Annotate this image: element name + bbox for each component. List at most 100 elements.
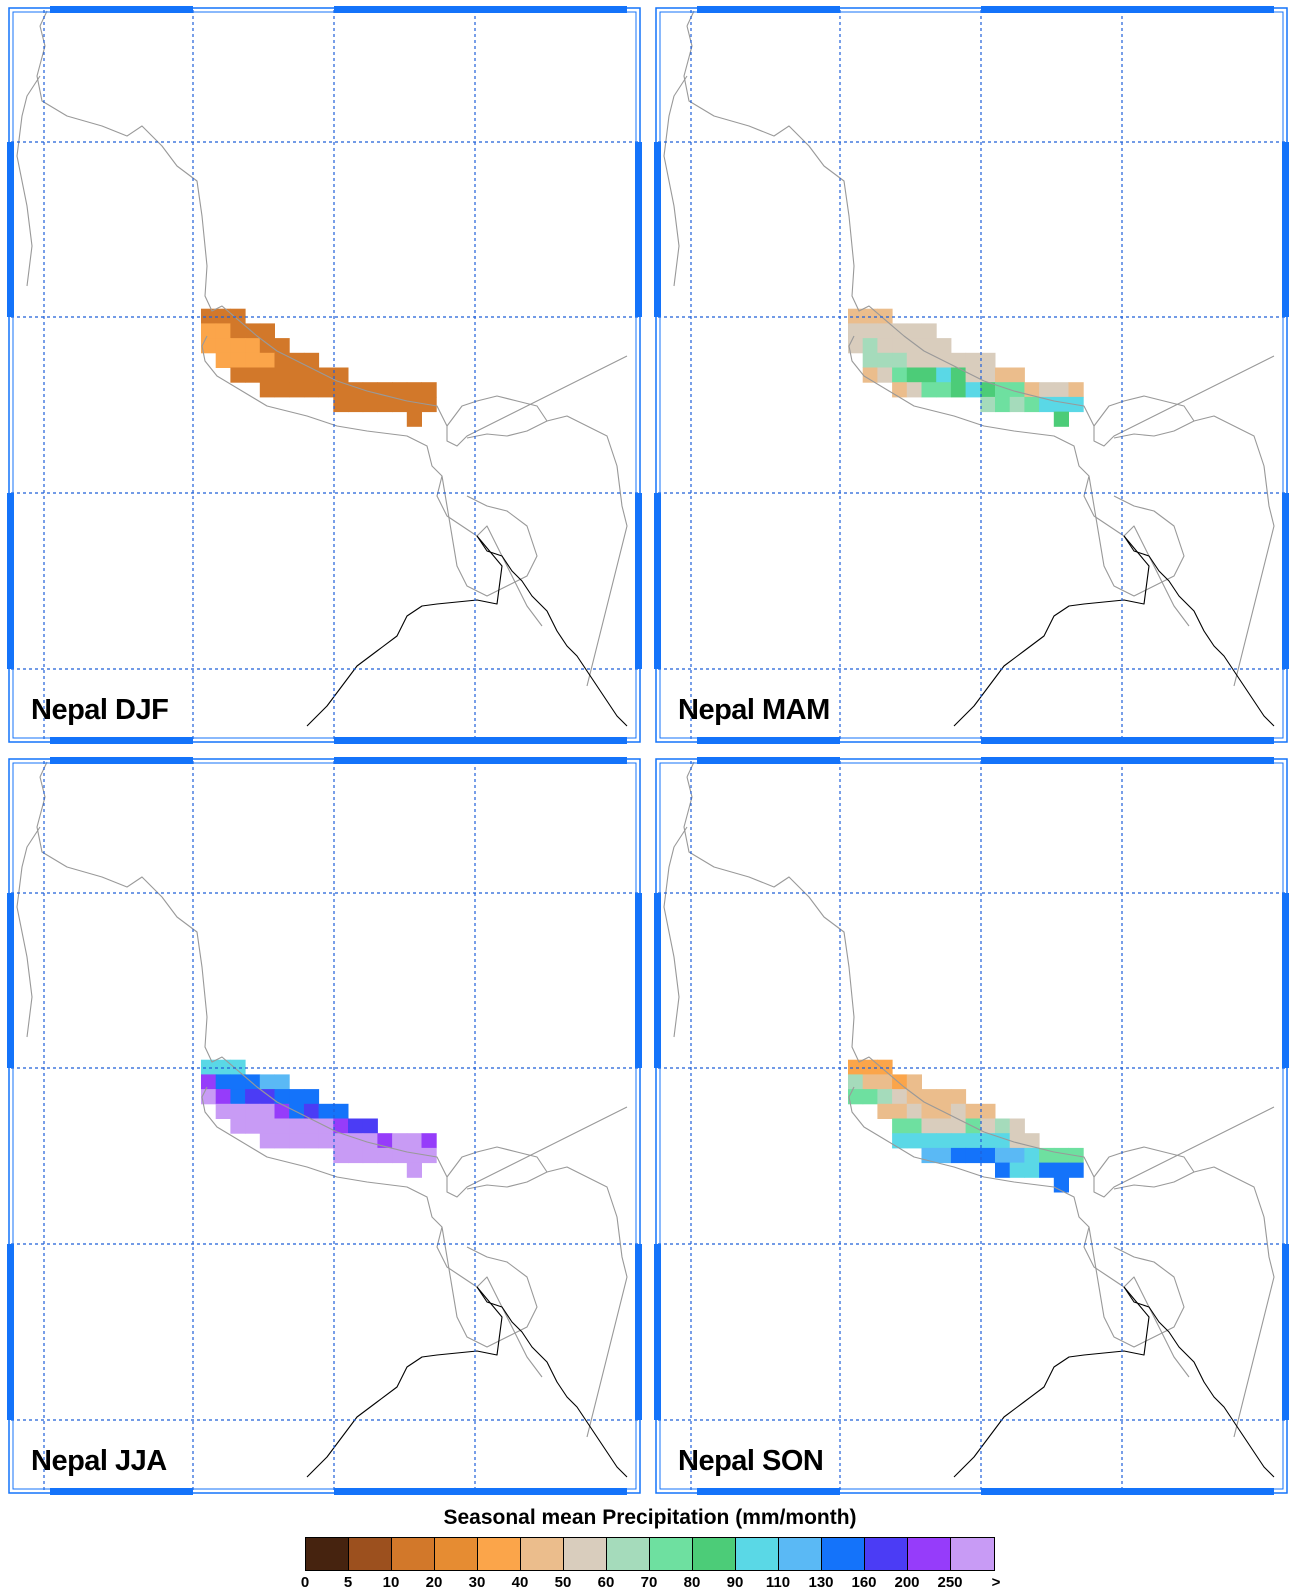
precip-cell — [406, 411, 422, 427]
precip-cell — [921, 323, 937, 339]
map-canvas — [7, 6, 642, 744]
colorbar-tick-label: 0 — [300, 1574, 310, 1591]
precip-cell — [936, 338, 952, 354]
precip-cell — [906, 323, 922, 339]
precip-cell — [230, 1059, 246, 1075]
precip-cell — [215, 1089, 231, 1105]
map-panel-son: Nepal SON — [654, 757, 1289, 1495]
precip-cell — [862, 1074, 878, 1090]
precip-cell — [348, 1133, 364, 1149]
precip-cell — [289, 382, 305, 398]
precip-grid — [201, 308, 437, 427]
precip-cell — [965, 382, 981, 398]
precip-cell — [1024, 382, 1040, 398]
precip-cell — [377, 1147, 393, 1164]
precip-cell — [848, 338, 864, 354]
precip-cell — [215, 308, 231, 324]
precip-cell — [230, 1089, 246, 1105]
precip-cell — [333, 382, 349, 398]
precip-cell — [892, 323, 908, 339]
precip-cell — [892, 367, 908, 383]
precip-cell — [980, 396, 996, 413]
precip-cell — [259, 323, 275, 339]
precip-cell — [921, 1133, 937, 1149]
precip-cell — [1039, 396, 1055, 413]
precip-cell — [230, 323, 246, 339]
colorbar-swatch — [478, 1538, 521, 1570]
precip-cell — [362, 1118, 378, 1134]
precip-cell — [362, 396, 378, 413]
precip-cell — [980, 367, 996, 383]
colorbar-tick-label: 60 — [597, 1574, 615, 1591]
map-frame — [655, 7, 1288, 743]
precip-cell — [1068, 1162, 1084, 1178]
precip-cell — [303, 1118, 320, 1134]
precip-cell — [201, 1059, 217, 1075]
precip-cell — [333, 367, 349, 383]
precip-cell — [921, 1118, 937, 1134]
precip-grid — [848, 1059, 1084, 1193]
precip-cell — [392, 396, 408, 413]
precip-cell — [892, 1133, 908, 1149]
precip-cell — [1024, 1162, 1040, 1178]
map-panel-mam: Nepal MAM — [654, 6, 1289, 744]
map-panel-djf: Nepal DJF — [7, 6, 642, 744]
colorbar-swatch — [951, 1538, 994, 1570]
precip-cell — [333, 1133, 349, 1149]
precip-cell — [936, 1089, 952, 1105]
precip-cell — [921, 1103, 937, 1119]
precip-cell — [377, 382, 393, 398]
precip-grid — [848, 308, 1084, 427]
colorbar-swatch — [349, 1538, 392, 1570]
map-canvas — [7, 757, 642, 1495]
map-frame — [8, 7, 641, 743]
colorbar-swatch — [392, 1538, 435, 1570]
precip-cell — [245, 1118, 261, 1134]
precip-cell — [1009, 367, 1025, 383]
precip-cell — [201, 338, 217, 354]
precip-cell — [406, 1162, 422, 1178]
precip-cell — [259, 1118, 275, 1134]
precip-cell — [995, 396, 1011, 413]
precip-cell — [877, 338, 893, 354]
precip-cell — [230, 308, 246, 324]
precip-cell — [274, 1103, 290, 1119]
precip-cell — [892, 1074, 908, 1090]
precip-cell — [862, 1059, 878, 1075]
precip-cell — [995, 1133, 1011, 1149]
precip-cell — [1068, 382, 1084, 398]
precip-cell — [406, 382, 422, 398]
precip-cell — [259, 367, 275, 383]
precip-cell — [215, 323, 231, 339]
precip-cell — [362, 1147, 378, 1164]
precip-cell — [950, 1089, 967, 1105]
precip-cell — [421, 382, 437, 398]
precip-cell — [348, 1147, 364, 1164]
colorbar-swatch — [908, 1538, 951, 1570]
precip-cell — [289, 1118, 305, 1134]
precip-cell — [303, 1133, 320, 1149]
precip-cell — [862, 338, 878, 354]
colorbar-swatch — [865, 1538, 908, 1570]
panel-title: Nepal SON — [678, 1445, 824, 1477]
colorbar-tick-label: 40 — [511, 1574, 529, 1591]
precip-cell — [362, 1133, 378, 1149]
precip-cell — [259, 1074, 275, 1090]
map-canvas — [654, 6, 1289, 744]
precip-cell — [1053, 1147, 1069, 1164]
precip-cell — [995, 1162, 1011, 1178]
precip-cell — [333, 1147, 349, 1164]
precip-cell — [965, 1147, 981, 1164]
precip-cell — [995, 382, 1011, 398]
precip-cell — [259, 352, 275, 368]
precip-cell — [1024, 1133, 1040, 1149]
precip-cell — [289, 1133, 305, 1149]
precip-cell — [392, 1147, 408, 1164]
precip-cell — [201, 1089, 217, 1105]
precip-cell — [921, 338, 937, 354]
precip-cell — [950, 1147, 967, 1164]
colorbar-swatch — [822, 1538, 865, 1570]
precip-cell — [215, 338, 231, 354]
precip-cell — [1009, 1133, 1025, 1149]
precip-cell — [877, 1103, 893, 1119]
